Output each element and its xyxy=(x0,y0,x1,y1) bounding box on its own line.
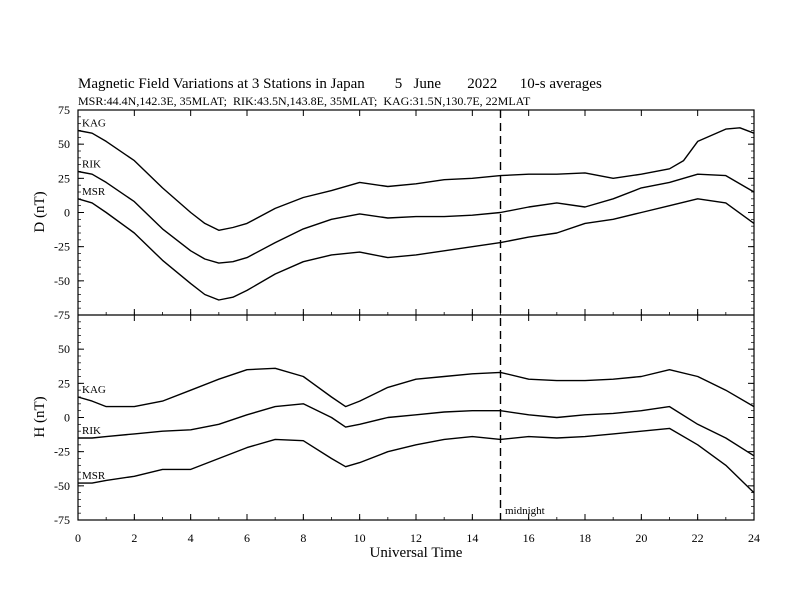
y-tick-label: 25 xyxy=(58,376,70,390)
x-tick-label: 24 xyxy=(748,531,760,545)
series-line-msr xyxy=(78,427,755,494)
x-axis-label: Universal Time xyxy=(370,545,463,561)
x-tick-label: 0 xyxy=(75,531,81,545)
x-tick-label: 16 xyxy=(523,531,535,545)
series-line-kag xyxy=(77,127,755,232)
series-line-msr xyxy=(77,198,755,301)
y-tick-label: -75 xyxy=(54,308,70,322)
series-label-rik: RIK xyxy=(82,159,101,171)
y-tick-label: -75 xyxy=(54,513,70,527)
series-label-rik: RIK xyxy=(82,425,101,437)
x-tick-label: 4 xyxy=(188,531,194,545)
y-tick-label: 50 xyxy=(58,137,70,151)
x-tick-label: 12 xyxy=(410,531,422,545)
series-line-rik xyxy=(78,403,755,457)
panel-d-ylabel: D (nT) xyxy=(32,191,48,232)
x-tick-label: 6 xyxy=(244,531,250,545)
chart-subtitle: MSR:44.4N,142.3E, 35MLAT; RIK:43.5N,143.… xyxy=(78,94,531,108)
x-tick-label: 14 xyxy=(466,531,478,545)
y-tick-label: -50 xyxy=(54,479,70,493)
series-label-msr: MSR xyxy=(82,186,106,198)
y-tick-label: 25 xyxy=(58,171,70,185)
y-tick-label: 75 xyxy=(58,103,70,117)
x-tick-label: 10 xyxy=(354,531,366,545)
x-tick-label: 2 xyxy=(131,531,137,545)
x-tick-label: 20 xyxy=(635,531,647,545)
x-tick-label: 18 xyxy=(579,531,591,545)
x-tick-label: 22 xyxy=(692,531,704,545)
y-tick-label: 0 xyxy=(64,206,70,220)
y-tick-label: -25 xyxy=(54,445,70,459)
panel-h-ylabel: H (nT) xyxy=(32,396,48,437)
series-label-kag: KAG xyxy=(82,118,106,130)
chart-title: Magnetic Field Variations at 3 Stations … xyxy=(78,76,602,92)
x-tick-label: 8 xyxy=(300,531,306,545)
y-tick-label: -50 xyxy=(54,274,70,288)
y-tick-label: 50 xyxy=(58,342,70,356)
series-line-kag xyxy=(77,367,755,408)
y-tick-label: -25 xyxy=(54,240,70,254)
series-label-kag: KAG xyxy=(82,384,106,396)
marker-label: midnight xyxy=(505,505,545,517)
y-tick-label: 0 xyxy=(64,411,70,425)
series-line-rik xyxy=(77,170,755,264)
series-label-msr: MSR xyxy=(82,470,106,482)
